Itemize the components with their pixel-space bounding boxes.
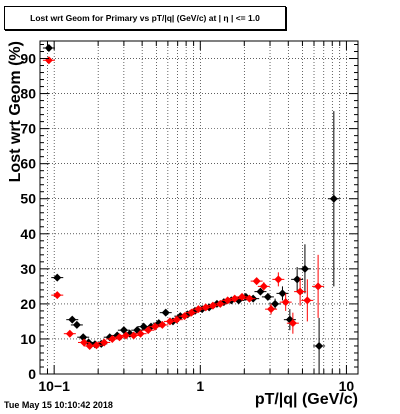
red-series-point (267, 305, 276, 314)
red-series-point (100, 338, 109, 347)
black-series-point (278, 289, 287, 298)
y-tick-label: 10 (20, 331, 36, 347)
y-tick-label: 40 (20, 226, 36, 242)
red-series-point (245, 294, 254, 303)
black-series-point (44, 44, 53, 53)
black-series-point (161, 308, 170, 317)
x-tick-label: 1 (196, 378, 204, 394)
red-series-point (274, 275, 283, 284)
red-series-point (92, 341, 101, 350)
black-series-point (300, 264, 309, 273)
y-tick-label: 80 (20, 86, 36, 102)
red-series-point (252, 277, 261, 286)
red-series-point (187, 308, 196, 317)
red-series-point (65, 329, 74, 338)
y-tick-label: 90 (20, 51, 36, 67)
black-series-point (315, 341, 324, 350)
y-tick-label: 20 (20, 296, 36, 312)
red-series-point (121, 331, 130, 340)
black-series-point (329, 194, 338, 203)
red-series-point (158, 320, 167, 329)
black-series-point (79, 333, 88, 342)
red-series-point (85, 341, 94, 350)
black-series-point (256, 287, 265, 296)
black-series-point (68, 315, 77, 324)
x-tick-label: 10 (339, 378, 355, 394)
y-tick-label: 0 (28, 366, 36, 382)
black-series-point (263, 292, 272, 301)
red-series-point (180, 312, 189, 321)
y-axis-title: Lost wrt Geom (%) (7, 41, 24, 182)
grid-layer (39, 41, 358, 375)
red-series-point (172, 315, 181, 324)
red-series-point (288, 319, 297, 328)
x-axis-title: pT/|q| (GeV/c) (255, 391, 358, 408)
red-series-point (296, 287, 305, 296)
y-tick-label: 70 (20, 121, 36, 137)
chart-title: Lost wrt Geom for Primary vs pT/|q| (GeV… (4, 6, 286, 30)
red-series-point (136, 329, 145, 338)
red-series-point (144, 326, 153, 335)
x-tick-label: 10−1 (38, 378, 70, 394)
y-tick-label: 30 (20, 261, 36, 277)
y-tick-label: 50 (20, 191, 36, 207)
tick-layer: 10−1 1 10 0 10 20 30 40 50 60 70 80 90 (20, 41, 358, 394)
red-series-point (259, 282, 268, 291)
black-series-point (53, 273, 62, 282)
black-series-point (72, 320, 81, 329)
y-tick-label: 60 (20, 156, 36, 172)
red-series-point (79, 338, 88, 347)
red-series-point (303, 296, 312, 305)
timestamp: Tue May 15 10:10:42 2018 (4, 400, 113, 410)
plot-frame (39, 40, 359, 375)
red-series-point (216, 299, 225, 308)
black-series-point (271, 299, 280, 308)
red-series-point (281, 298, 290, 307)
black-series-point (293, 275, 302, 284)
red-series-point (314, 282, 323, 291)
red-series-point (44, 56, 53, 65)
red-series-point (53, 291, 62, 300)
